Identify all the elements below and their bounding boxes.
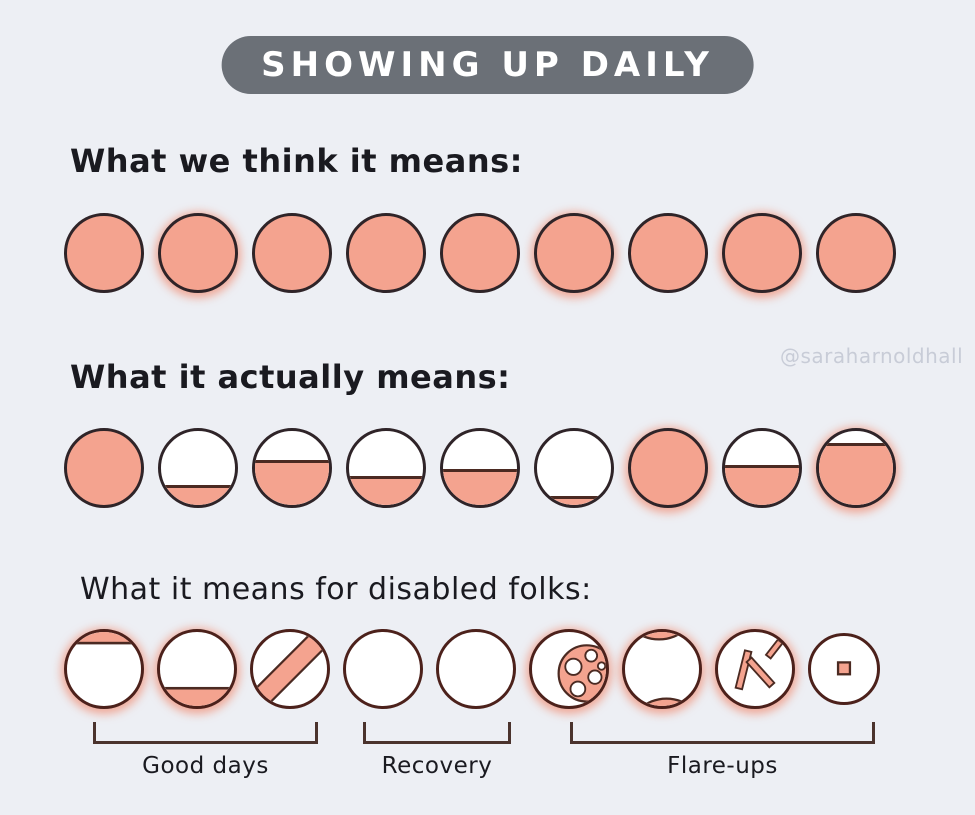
group-flare-ups: Flare-ups bbox=[570, 722, 875, 779]
flare-ups-bracket bbox=[570, 722, 875, 744]
circle-fill-50 bbox=[440, 428, 520, 508]
circle-fill-100 bbox=[534, 213, 614, 293]
circle-fill-100 bbox=[252, 213, 332, 293]
circle-fill-28 bbox=[158, 428, 238, 508]
circle-fill-62 bbox=[252, 428, 332, 508]
energy-fill-level bbox=[537, 495, 611, 505]
watermark: @saraharnoldhall bbox=[780, 344, 964, 368]
page-title: SHOWING UP DAILY bbox=[261, 45, 714, 85]
recovery-label: Recovery bbox=[381, 753, 493, 779]
energy-fill-level bbox=[819, 443, 893, 505]
heading-disabled-folks: What it means for disabled folks: bbox=[80, 572, 592, 607]
energy-fill-level bbox=[161, 485, 235, 505]
circle-small-square bbox=[808, 633, 880, 705]
energy-fill-level bbox=[443, 469, 517, 505]
energy-fill-level bbox=[349, 476, 423, 505]
circle-fill-100 bbox=[64, 428, 144, 508]
circle-fill-100 bbox=[628, 428, 708, 508]
circle-fill-100 bbox=[628, 213, 708, 293]
circle-bottom-fill bbox=[157, 629, 237, 709]
circle-fill-85 bbox=[816, 428, 896, 508]
circle-empty bbox=[343, 629, 423, 709]
energy-fill-level bbox=[255, 460, 329, 505]
good-days-bracket bbox=[93, 722, 318, 744]
circle-fill-100 bbox=[816, 213, 896, 293]
circle-row-think bbox=[64, 213, 896, 293]
heading-what-it-actually-means: What it actually means: bbox=[70, 358, 511, 396]
heading-what-we-think: What we think it means: bbox=[70, 142, 523, 180]
circle-row-disabled bbox=[64, 628, 880, 710]
circle-row-actual bbox=[64, 428, 896, 508]
circle-diagonal-stripe bbox=[250, 629, 330, 709]
circle-fill-14 bbox=[534, 428, 614, 508]
circle-fill-40 bbox=[346, 428, 426, 508]
energy-fill-level bbox=[725, 465, 799, 505]
circle-fill-100 bbox=[158, 213, 238, 293]
group-good-days: Good days bbox=[93, 722, 318, 779]
circle-fill-100 bbox=[64, 213, 144, 293]
circle-empty bbox=[436, 629, 516, 709]
circle-fill-100 bbox=[440, 213, 520, 293]
circle-fill-55 bbox=[722, 428, 802, 508]
recovery-bracket bbox=[363, 722, 511, 744]
circle-fill-100 bbox=[346, 213, 426, 293]
good-days-label: Good days bbox=[142, 753, 269, 779]
flare-ups-label: Flare-ups bbox=[667, 753, 778, 779]
circle-sticks bbox=[715, 629, 795, 709]
circle-bubbles bbox=[529, 629, 609, 709]
circle-top-band bbox=[64, 629, 144, 709]
group-recovery: Recovery bbox=[363, 722, 511, 779]
circle-crescents bbox=[622, 629, 702, 709]
circle-fill-100 bbox=[722, 213, 802, 293]
title-pill: SHOWING UP DAILY bbox=[221, 36, 754, 94]
